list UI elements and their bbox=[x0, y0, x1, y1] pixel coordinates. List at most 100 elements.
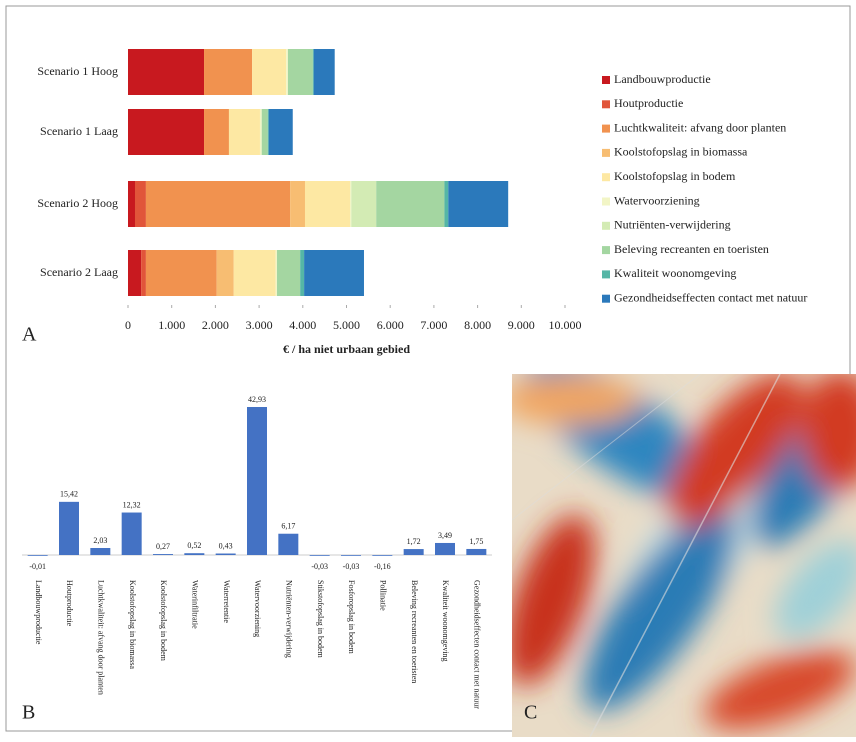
legend-label: Kwaliteit woonomgeving bbox=[614, 266, 736, 280]
bar-segment bbox=[350, 181, 351, 227]
bar-segment bbox=[305, 181, 350, 227]
bar-segment bbox=[448, 181, 508, 227]
x-tick-label: 10.000 bbox=[549, 318, 582, 332]
legend-label: Houtproductie bbox=[614, 96, 683, 110]
bar-segment bbox=[276, 250, 277, 296]
value-label: -0,01 bbox=[29, 562, 46, 571]
x-tick-label: Waterinfiltratie bbox=[190, 580, 199, 629]
bar-segment bbox=[351, 181, 376, 227]
bar-segment bbox=[204, 109, 229, 155]
y-tick-label: Scenario 2 Hoog bbox=[37, 196, 118, 210]
x-tick-label: 8.000 bbox=[464, 318, 491, 332]
bar-segment bbox=[268, 109, 269, 155]
value-label: 0,52 bbox=[187, 541, 201, 550]
x-tick-label: 9.000 bbox=[508, 318, 535, 332]
x-tick-label: Koolstofopslag in biomassa bbox=[128, 580, 137, 669]
bar-segment bbox=[304, 250, 364, 296]
value-label: -0,03 bbox=[343, 562, 360, 571]
x-tick-label: Landbouwproductie bbox=[34, 580, 43, 645]
x-tick-label: 7.000 bbox=[420, 318, 447, 332]
value-label: 0,27 bbox=[156, 542, 170, 551]
value-label: 3,49 bbox=[438, 531, 452, 540]
legend-label: Luchtkwaliteit: afvang door planten bbox=[614, 120, 786, 134]
bar-segment bbox=[146, 181, 290, 227]
x-tick-label: Waterretentie bbox=[222, 580, 231, 623]
figure: A B C Scenario 1 Hoog Scenario 1 Laag Scen… bbox=[0, 0, 856, 737]
panel-label: A bbox=[22, 324, 37, 346]
x-tick-label: 1.000 bbox=[158, 318, 185, 332]
bar-segment bbox=[269, 109, 293, 155]
legend-label: Watervoorziening bbox=[614, 193, 700, 207]
bar-segment bbox=[128, 250, 141, 296]
value-label: 6,17 bbox=[281, 522, 295, 531]
bar-segment bbox=[217, 250, 234, 296]
bar bbox=[278, 534, 298, 555]
bar-segment bbox=[204, 49, 252, 95]
value-label: 15,42 bbox=[60, 490, 78, 499]
map-image bbox=[486, 334, 856, 737]
bar-segment bbox=[286, 49, 288, 95]
legend-label: Koolstofopslag in bodem bbox=[614, 169, 736, 183]
panel-label: C bbox=[524, 702, 537, 724]
y-tick-label: Scenario 1 Laag bbox=[40, 124, 118, 138]
bar-segment bbox=[313, 49, 314, 95]
legend-label: Beleving recreanten en toeristen bbox=[614, 242, 769, 256]
legend-label: Koolstofopslag in biomassa bbox=[614, 145, 748, 159]
legend-swatch bbox=[602, 246, 610, 254]
x-tick-label: Pollinatie bbox=[378, 580, 387, 611]
bar-segment bbox=[260, 109, 262, 155]
x-tick-label: Luchtkwaliteit: afvang door planten bbox=[96, 580, 105, 695]
y-tick-label: Scenario 1 Hoog bbox=[37, 64, 118, 78]
bar-segment bbox=[262, 109, 268, 155]
bar bbox=[59, 502, 79, 555]
bar bbox=[216, 554, 236, 555]
x-tick-label: 3.000 bbox=[246, 318, 273, 332]
x-tick-label: 5.000 bbox=[333, 318, 360, 332]
legend-swatch bbox=[602, 198, 610, 206]
bar bbox=[435, 543, 455, 555]
page: A B C Scenario 1 Hoog Scenario 1 Laag Scen… bbox=[0, 0, 856, 737]
legend-label: Nutriënten-verwijdering bbox=[614, 218, 731, 232]
legend-swatch bbox=[602, 173, 610, 181]
legend-swatch bbox=[602, 125, 610, 133]
x-tick-label: 4.000 bbox=[289, 318, 316, 332]
x-tick-label: Fosforopslag in bodem bbox=[347, 580, 356, 655]
legend-swatch bbox=[602, 149, 610, 157]
value-label: 0,43 bbox=[219, 541, 233, 550]
bar-segment bbox=[288, 49, 313, 95]
bar bbox=[341, 555, 361, 556]
bar bbox=[466, 549, 486, 555]
x-tick-label: Koolstofopslag in bodem bbox=[159, 580, 168, 662]
bar-segment bbox=[229, 109, 260, 155]
bar-segment bbox=[128, 181, 135, 227]
panel-label: B bbox=[22, 702, 35, 724]
bar-segment bbox=[314, 49, 335, 95]
bar-segment bbox=[252, 49, 286, 95]
bar bbox=[153, 554, 173, 555]
bar bbox=[90, 548, 110, 555]
value-label: 12,32 bbox=[123, 500, 141, 509]
x-tick-label: Stikstofopslag in bodem bbox=[316, 580, 325, 659]
x-tick-label: Houtproductie bbox=[65, 580, 74, 627]
bar-segment bbox=[234, 250, 276, 296]
x-tick-label: 0 bbox=[125, 318, 131, 332]
legend-swatch bbox=[602, 270, 610, 278]
bar-segment bbox=[300, 250, 304, 296]
bar-segment bbox=[141, 250, 146, 296]
legend-swatch bbox=[602, 295, 610, 303]
value-label: 42,93 bbox=[248, 395, 266, 404]
legend-swatch bbox=[602, 76, 610, 84]
value-label: 2,03 bbox=[93, 536, 107, 545]
bar-segment bbox=[128, 109, 204, 155]
x-tick-label: Watervoorziening bbox=[253, 580, 262, 637]
bar-segment bbox=[135, 181, 146, 227]
value-label: 1,72 bbox=[407, 537, 421, 546]
x-axis-title: € / ha niet urbaan gebied bbox=[283, 342, 410, 356]
bar-segment bbox=[376, 181, 444, 227]
bar bbox=[372, 555, 392, 556]
y-tick-label: Scenario 2 Laag bbox=[40, 265, 118, 279]
x-tick-label: Gezondheidseffecten contact met natuur bbox=[472, 580, 481, 709]
bar bbox=[122, 513, 142, 555]
x-tick-label: 2.000 bbox=[202, 318, 229, 332]
bar-segment bbox=[444, 181, 448, 227]
